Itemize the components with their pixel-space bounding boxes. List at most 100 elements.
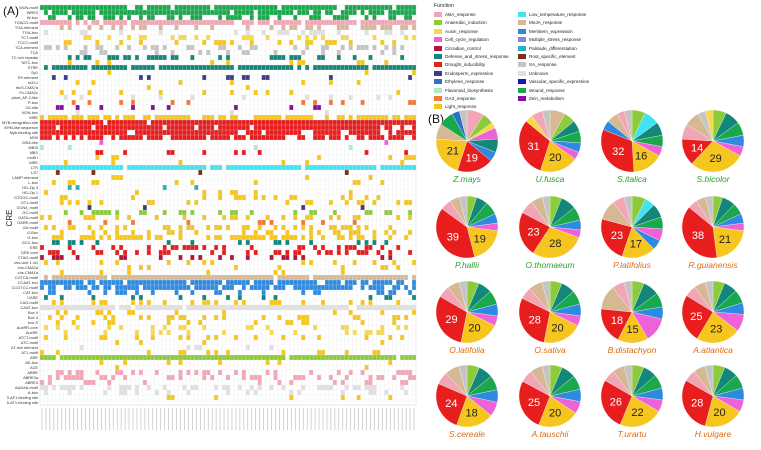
legend-swatch xyxy=(518,28,526,34)
heatmap-cell xyxy=(75,10,80,15)
heatmap-cell xyxy=(206,350,211,355)
heatmap-cell xyxy=(75,130,80,135)
heatmap-cell xyxy=(115,55,120,60)
heatmap-cell xyxy=(285,280,290,285)
heatmap-cell xyxy=(384,140,389,145)
heatmap-cell xyxy=(127,15,132,20)
heatmap-cell xyxy=(138,130,143,135)
heatmap-cell xyxy=(59,125,64,130)
heatmap-cell xyxy=(170,275,175,280)
heatmap-cell xyxy=(131,295,135,300)
heatmap-cell xyxy=(79,120,84,125)
heatmap-cell xyxy=(87,25,92,30)
heatmap-cell xyxy=(372,15,377,20)
heatmap-cell xyxy=(162,325,167,330)
heatmap-cell xyxy=(202,245,207,250)
heatmap-cell xyxy=(301,335,306,340)
heatmap-cell xyxy=(190,280,195,285)
heatmap-cell xyxy=(412,120,416,125)
heatmap-cell xyxy=(83,5,88,10)
heatmap-cell xyxy=(115,370,120,375)
heatmap-cell xyxy=(336,125,341,130)
heatmap-cell xyxy=(119,120,124,125)
heatmap-cell xyxy=(162,130,167,135)
heatmap-cell xyxy=(257,20,262,25)
heatmap-cell xyxy=(226,120,230,125)
heatmap-cell xyxy=(154,135,159,140)
heatmap-cell xyxy=(380,275,385,280)
heatmap-cell xyxy=(134,190,139,195)
heatmap-row-label: Sp1 xyxy=(31,70,38,75)
heatmap-cell xyxy=(186,45,191,50)
heatmap-cell xyxy=(400,65,405,70)
heatmap-cell xyxy=(111,160,116,165)
heatmap-cell xyxy=(297,5,302,10)
heatmap-row-label: G-Box xyxy=(27,230,38,235)
heatmap-cell xyxy=(178,370,183,375)
heatmap-cell xyxy=(202,355,207,360)
heatmap-cell xyxy=(348,145,353,150)
heatmap-cell xyxy=(99,260,104,265)
heatmap-cell xyxy=(293,55,298,60)
heatmap-cell xyxy=(99,130,104,135)
heatmap-cell xyxy=(344,225,349,230)
heatmap-cell xyxy=(380,20,385,25)
heatmap-cell xyxy=(131,220,135,225)
heatmap-cell xyxy=(321,235,325,240)
heatmap-cell xyxy=(103,285,108,290)
heatmap-cell xyxy=(241,305,246,310)
heatmap-cell xyxy=(396,165,401,170)
heatmap-cell xyxy=(222,135,227,140)
heatmap-cell xyxy=(162,355,167,360)
heatmap-cell xyxy=(123,65,128,70)
heatmap-cell xyxy=(400,335,405,340)
heatmap-cell xyxy=(324,285,329,290)
heatmap-cell xyxy=(51,240,56,245)
heatmap-cell xyxy=(47,165,52,170)
heatmap-cell xyxy=(376,120,381,125)
heatmap-cell xyxy=(198,280,203,285)
heatmap-cell xyxy=(380,340,385,345)
heatmap-cell xyxy=(261,280,266,285)
heatmap-cell xyxy=(186,320,191,325)
heatmap-cell xyxy=(146,230,151,235)
heatmap-cell xyxy=(158,120,163,125)
heatmap-cell xyxy=(301,300,306,305)
heatmap-cell xyxy=(245,355,250,360)
heatmap-cell xyxy=(380,310,385,315)
heatmap-cell xyxy=(261,125,266,130)
heatmap-cell xyxy=(63,335,68,340)
heatmap-cell xyxy=(324,250,329,255)
heatmap-cell xyxy=(269,345,274,350)
heatmap-cell xyxy=(364,70,369,75)
heatmap-cell xyxy=(186,285,191,290)
heatmap-cell xyxy=(269,135,274,140)
legend-swatch xyxy=(434,96,442,101)
heatmap-row-label: ERE xyxy=(30,245,38,250)
heatmap-cell xyxy=(119,235,124,240)
heatmap-cell xyxy=(71,305,76,310)
heatmap-row-label: CTAG-motif xyxy=(18,255,39,260)
legend-item: Cell_cycle_regulation xyxy=(434,36,489,43)
heatmap-cell xyxy=(356,355,361,360)
heatmap-cell xyxy=(222,355,227,360)
heatmap-cell xyxy=(166,230,171,235)
heatmap-cell xyxy=(142,125,147,130)
heatmap-cell xyxy=(396,325,401,330)
heatmap-cell xyxy=(190,15,195,20)
heatmap-cell xyxy=(63,195,68,200)
heatmap-cell xyxy=(194,5,199,10)
heatmap-cell xyxy=(40,305,44,310)
heatmap-cell xyxy=(202,295,207,300)
heatmap-cell xyxy=(384,120,389,125)
legend-label: ABA_response xyxy=(445,12,476,17)
heatmap-cell xyxy=(360,305,365,310)
heatmap-cell xyxy=(368,165,373,170)
heatmap-cell xyxy=(257,120,262,125)
heatmap-cell xyxy=(324,45,329,50)
heatmap-cell xyxy=(182,125,187,130)
heatmap-cell xyxy=(364,125,369,130)
heatmap-cell xyxy=(186,100,191,105)
heatmap-cell xyxy=(115,365,120,370)
heatmap-cell xyxy=(154,125,159,130)
